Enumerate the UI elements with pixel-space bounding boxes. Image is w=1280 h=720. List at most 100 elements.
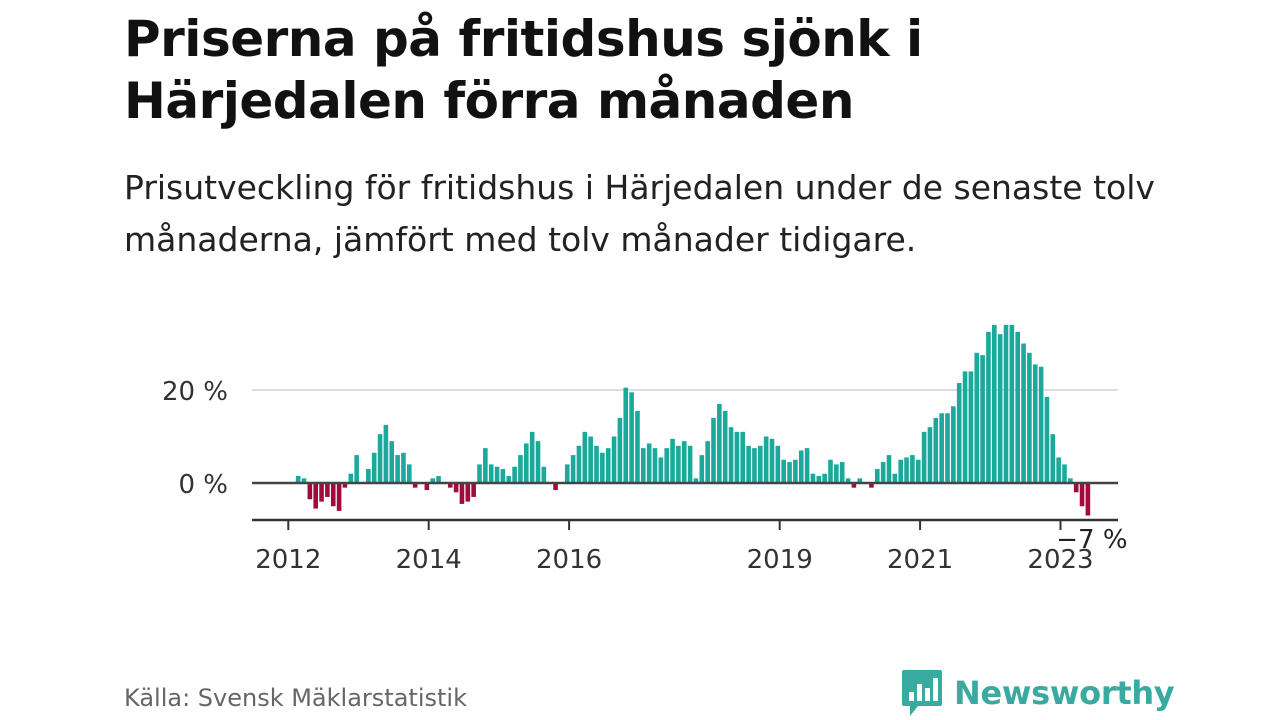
bar: [980, 355, 985, 483]
bar: [1073, 483, 1079, 493]
bar: [407, 464, 412, 483]
bar: [951, 406, 956, 483]
bar: [769, 438, 775, 483]
bar: [354, 455, 359, 483]
bar: [646, 443, 652, 483]
bar: [921, 431, 927, 483]
bar: [348, 473, 354, 483]
bar: [892, 473, 898, 483]
bar: [681, 441, 687, 483]
bar: [711, 417, 716, 483]
bar: [746, 445, 751, 483]
bar: [623, 387, 629, 483]
bar: [915, 459, 921, 483]
bar: [570, 455, 576, 483]
bar: [430, 478, 435, 483]
bar: [319, 483, 324, 502]
bar: [1032, 364, 1038, 483]
bar: [822, 473, 827, 483]
bar: [986, 331, 991, 483]
bar: [687, 445, 693, 483]
bar: [582, 431, 588, 483]
bar: [992, 324, 997, 483]
bar: [910, 455, 915, 483]
bar: [693, 478, 699, 483]
axis-layer: [252, 481, 1118, 530]
bar: [342, 483, 348, 488]
bar: [875, 469, 880, 483]
bar: [524, 443, 529, 483]
bar: [1085, 483, 1091, 516]
bar: [869, 483, 874, 488]
bar: [641, 448, 646, 483]
bar: [588, 436, 593, 483]
bar: [933, 417, 939, 483]
bar: [307, 483, 313, 500]
brand[interactable]: Newsworthy: [900, 668, 1175, 718]
bar: [740, 431, 746, 483]
bar: [325, 483, 330, 497]
bar: [851, 483, 857, 488]
bar: [1062, 464, 1067, 483]
bar: [763, 436, 769, 483]
bar: [313, 483, 318, 509]
bar: [652, 448, 658, 483]
bar: [611, 436, 617, 483]
bar: [506, 476, 512, 483]
bar: [728, 427, 734, 483]
label-layer: 0 % 20 % 2012 2014 2016 2019 2021 2023−7 %: [162, 377, 1128, 575]
bar: [898, 459, 903, 483]
bar: [465, 483, 471, 502]
bar: [857, 478, 863, 483]
x-tick-label: 2021: [887, 545, 953, 575]
bar: [564, 464, 570, 483]
x-tick-label: 2019: [747, 545, 813, 575]
bar: [793, 459, 798, 483]
bar: [553, 483, 558, 490]
bar: [371, 452, 377, 483]
bar: [471, 483, 476, 497]
bar: [839, 462, 845, 483]
bar: [1009, 324, 1015, 483]
bar: [828, 459, 833, 483]
bar: [804, 448, 810, 483]
bar: [787, 462, 792, 483]
bar: [529, 431, 535, 483]
bar: [722, 410, 728, 483]
bar: [758, 445, 763, 483]
bar: [1044, 396, 1050, 483]
bar: [412, 483, 418, 488]
bar: [635, 410, 640, 483]
x-tick-label: 2016: [536, 545, 602, 575]
bar: [459, 483, 465, 504]
x-tick-label: 2023: [1027, 545, 1093, 575]
last-value-annotation: −7 %: [1056, 525, 1127, 555]
bar: [956, 383, 962, 483]
bar: [336, 483, 342, 511]
bar: [629, 392, 634, 483]
bar: [880, 462, 886, 483]
bar: [389, 441, 395, 483]
bar: [488, 464, 494, 483]
bar: [781, 459, 786, 483]
newsworthy-logo-icon: [902, 670, 942, 716]
bar: [1021, 343, 1026, 483]
bar: [383, 424, 389, 483]
bar: [600, 452, 605, 483]
bar: [594, 445, 599, 483]
bar: [447, 483, 453, 488]
bar: [810, 473, 816, 483]
y-tick-label: 20 %: [162, 377, 228, 407]
bar: [845, 478, 851, 483]
bar: [968, 371, 974, 483]
bar: [1079, 483, 1085, 507]
bar: [886, 455, 892, 483]
bar: [705, 441, 710, 483]
bar: [1038, 366, 1044, 483]
bar-chart: 0 % 20 % 2012 2014 2016 2019 2021 2023−7 %: [162, 324, 1128, 575]
bar: [518, 455, 523, 483]
bar: [734, 431, 740, 483]
chart-subtitle: Prisutveckling för fritidshus i Härjedal…: [124, 168, 1155, 259]
bar: [395, 455, 400, 483]
bar: [974, 352, 980, 483]
